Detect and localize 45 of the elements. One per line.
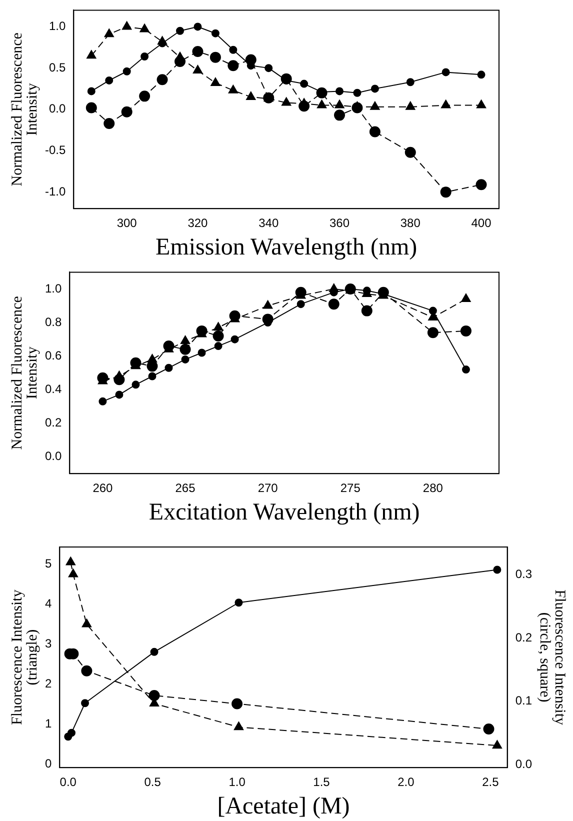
x-tick-label: 380 [400,216,421,230]
y-tick-label: 0.0 [48,102,66,116]
y-tick-label: 3 [44,636,52,651]
y-tick-label: 0.0 [44,449,62,464]
y-tick-label: 0.4 [44,382,62,396]
x-tick-label: 2.0 [398,775,415,790]
y2-tick-label: 0.1 [515,694,532,708]
y-tick-label: 1 [44,716,52,731]
y-axis-title: Fluorescence Intensity (triangle) [9,589,40,725]
y-tick-label: 0 [44,756,52,771]
y-tick-label: 0.8 [44,314,62,329]
x-tick-label: 360 [329,216,350,230]
x-axis-title: [Acetate] (M) [217,793,350,820]
x-tick-label: 2.5 [482,775,500,790]
x-tick-label: 0.0 [60,775,77,790]
x-tick-label: 275 [340,481,361,496]
y-axis-title: Normalized Fluorescence Intensity [9,296,40,450]
x-tick-label: 260 [92,481,114,496]
y2-tick-label: 0.3 [515,567,532,582]
x-axis-title: Excitation Wavelength (nm) [148,499,420,526]
x-tick-label: 265 [175,481,196,496]
x-tick-label: 340 [258,216,279,230]
y-tick-label: 0.5 [48,60,66,74]
y-tick-label: 5 [44,556,52,571]
y-tick-label: 2 [44,676,52,691]
y-tick-label: -0.5 [44,143,66,158]
x-tick-label: 320 [188,216,208,230]
x-tick-label: 0.5 [144,775,162,790]
y-tick-label: 1.0 [48,19,66,34]
x-tick-label: 300 [116,216,138,230]
y2-tick-label: 0.2 [515,630,532,644]
y-tick-label: 4 [44,596,52,611]
y2-tick-label: 0.0 [515,756,532,771]
x-tick-label: 1.5 [313,775,330,790]
y-tick-label: 0.2 [44,416,62,430]
y-tick-label: 0.6 [44,348,62,362]
y-tick-label: -1.0 [44,184,66,198]
y2-axis-title: Fluorescence Intensity (circle, square) [536,590,568,726]
x-tick-label: 400 [471,216,492,230]
y-tick-label: 1.0 [44,281,62,296]
x-tick-label: 280 [422,481,444,496]
y-axis-title: Normalized Fluorescence Intensity [9,32,40,186]
x-axis-title: Emission Wavelength (nm) [156,234,418,260]
x-tick-label: 270 [258,481,278,496]
x-tick-label: 1.0 [228,775,246,790]
